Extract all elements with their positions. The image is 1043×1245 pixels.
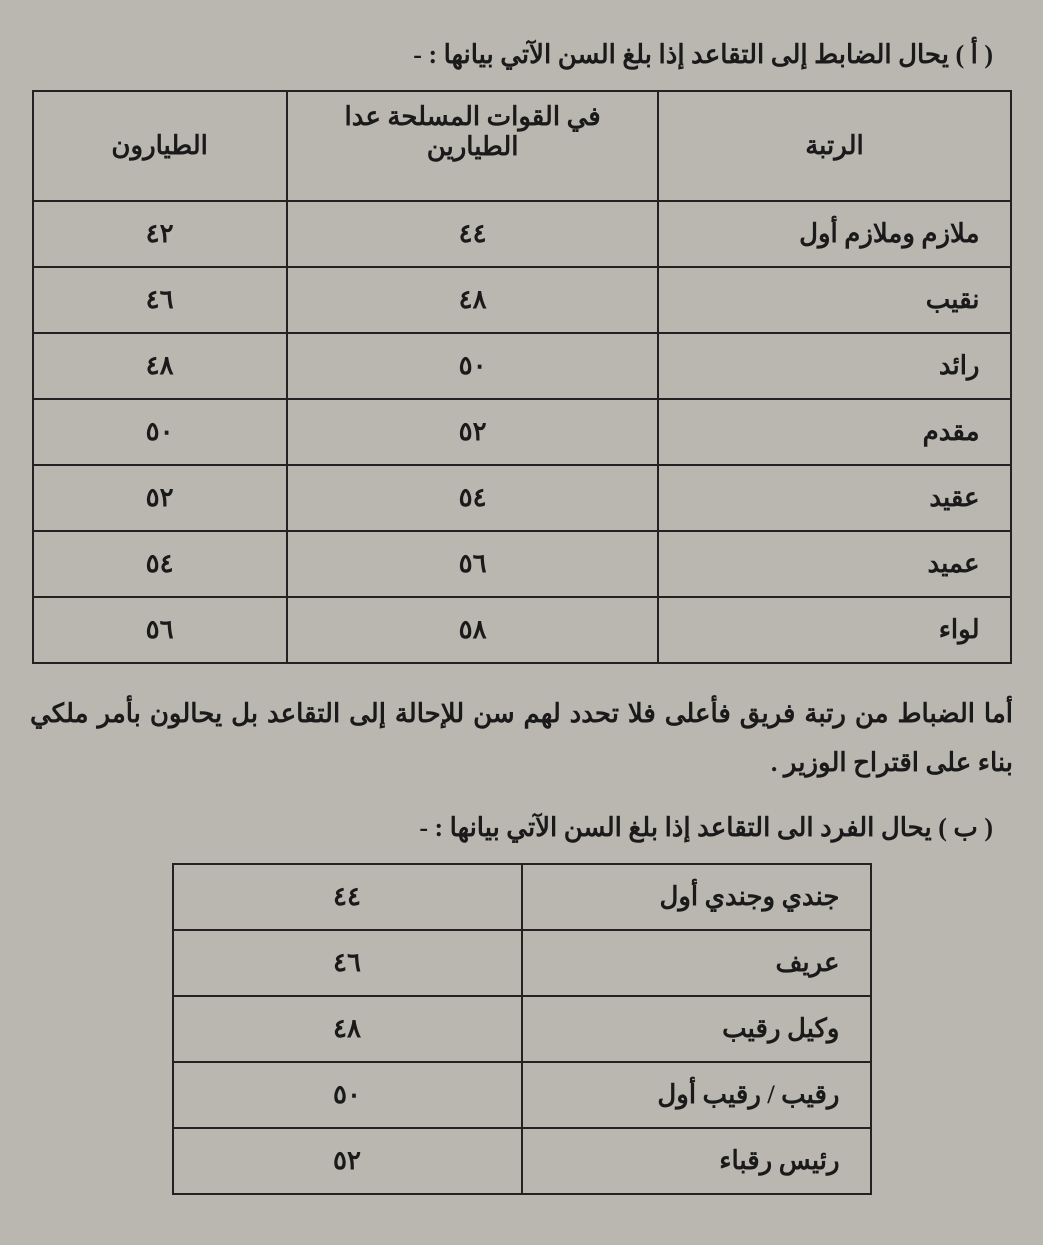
pilots-cell: ٥٦ [33, 597, 287, 663]
col-header-pilots: الطيارون [33, 91, 287, 201]
table-row: نقيب ٤٨ ٤٦ [33, 267, 1011, 333]
rank-cell: عريف [522, 930, 871, 996]
table-row: ملازم وملازم أول ٤٤ ٤٢ [33, 201, 1011, 267]
forces-cell: ٥٢ [287, 399, 659, 465]
rank-cell: ملازم وملازم أول [658, 201, 1010, 267]
paragraph-higher-ranks: أما الضباط من رتبة فريق فأعلى فلا تحدد ل… [30, 689, 1013, 788]
col-header-forces: في القوات المسلحة عدا الطيارين [287, 91, 659, 172]
enlisted-table-body: جندي وجندي أول ٤٤ عريف ٤٦ وكيل رقيب ٤٨ ر… [173, 864, 871, 1194]
section-b-heading: ( ب ) يحال الفرد الى التقاعد إذا بلغ الس… [20, 813, 1023, 843]
age-cell: ٥٢ [173, 1128, 522, 1194]
rank-cell: مقدم [658, 399, 1010, 465]
table-row: رائد ٥٠ ٤٨ [33, 333, 1011, 399]
rank-cell: عقيد [658, 465, 1010, 531]
age-cell: ٤٤ [173, 864, 522, 930]
forces-cell: ٥٠ [287, 333, 659, 399]
forces-cell: ٥٨ [287, 597, 659, 663]
rank-cell: رقيب / رقيب أول [522, 1062, 871, 1128]
table-row: مقدم ٥٢ ٥٠ [33, 399, 1011, 465]
officers-retirement-table: الرتبة في القوات المسلحة عدا الطيارين ال… [32, 90, 1012, 664]
rank-cell: رئيس رقباء [522, 1128, 871, 1194]
table-row: لواء ٥٨ ٥٦ [33, 597, 1011, 663]
rank-cell: نقيب [658, 267, 1010, 333]
pilots-cell: ٥٤ [33, 531, 287, 597]
table-row: وكيل رقيب ٤٨ [173, 996, 871, 1062]
table-row: رئيس رقباء ٥٢ [173, 1128, 871, 1194]
pilots-cell: ٤٦ [33, 267, 287, 333]
age-cell: ٤٨ [173, 996, 522, 1062]
table-row: جندي وجندي أول ٤٤ [173, 864, 871, 930]
pilots-cell: ٤٢ [33, 201, 287, 267]
section-a-heading: ( أ ) يحال الضابط إلى التقاعد إذا بلغ ال… [20, 40, 1023, 70]
age-cell: ٤٦ [173, 930, 522, 996]
enlisted-retirement-table: جندي وجندي أول ٤٤ عريف ٤٦ وكيل رقيب ٤٨ ر… [172, 863, 872, 1195]
rank-cell: لواء [658, 597, 1010, 663]
forces-cell: ٥٦ [287, 531, 659, 597]
rank-cell: وكيل رقيب [522, 996, 871, 1062]
rank-cell: عميد [658, 531, 1010, 597]
forces-cell: ٤٤ [287, 201, 659, 267]
col-header-forces-sub [287, 172, 659, 201]
table-row: عميد ٥٦ ٥٤ [33, 531, 1011, 597]
forces-cell: ٤٨ [287, 267, 659, 333]
col-header-rank: الرتبة [658, 91, 1010, 201]
table-row: عقيد ٥٤ ٥٢ [33, 465, 1011, 531]
rank-cell: جندي وجندي أول [522, 864, 871, 930]
table-row: رقيب / رقيب أول ٥٠ [173, 1062, 871, 1128]
pilots-cell: ٥٠ [33, 399, 287, 465]
officers-table-body: ملازم وملازم أول ٤٤ ٤٢ نقيب ٤٨ ٤٦ رائد ٥… [33, 201, 1011, 663]
rank-cell: رائد [658, 333, 1010, 399]
pilots-cell: ٥٢ [33, 465, 287, 531]
table-row: عريف ٤٦ [173, 930, 871, 996]
forces-cell: ٥٤ [287, 465, 659, 531]
pilots-cell: ٤٨ [33, 333, 287, 399]
age-cell: ٥٠ [173, 1062, 522, 1128]
